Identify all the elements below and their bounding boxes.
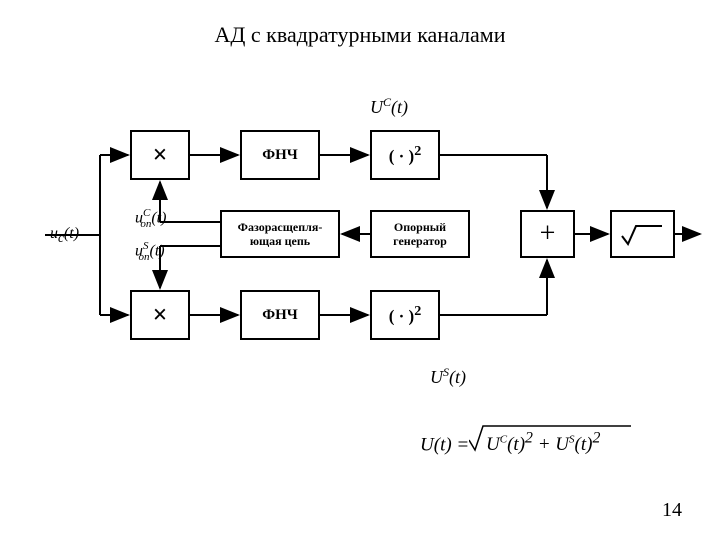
diagram-connections xyxy=(0,0,720,540)
